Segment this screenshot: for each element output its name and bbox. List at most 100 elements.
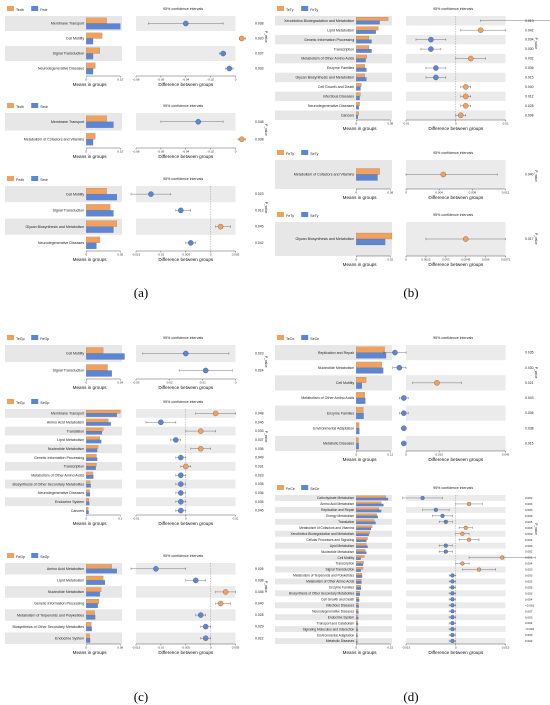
category-label: Cell Growth and Death <box>318 85 354 89</box>
category-label: Amino Acid Metabolism <box>320 502 354 506</box>
p-value: 0.003 <box>525 615 533 619</box>
category-label: Transport and Catabolism <box>317 621 355 625</box>
row-band-left <box>5 444 122 454</box>
bar-group2 <box>356 115 358 119</box>
p-value: 0.004 <box>525 597 533 601</box>
right-x-label: Difference between groups <box>158 154 214 159</box>
diff-point <box>450 633 455 638</box>
bar-group2 <box>86 492 91 497</box>
bar-group1 <box>356 83 362 87</box>
legend-label-2: Sedr <box>40 105 48 109</box>
left-x-label: Means in groups <box>73 385 108 390</box>
p-value: 0.003 <box>525 526 533 530</box>
legend-swatch-1 <box>277 6 284 11</box>
bar-group1 <box>356 519 375 522</box>
category-label: Genetic Information Processing <box>34 602 84 606</box>
right-tick-label: -0.01 <box>157 646 164 650</box>
p-value: 0.042 <box>525 28 534 32</box>
category-label: Enzyme Families <box>327 411 355 415</box>
diff-point <box>463 236 469 242</box>
bar-group1 <box>356 392 365 399</box>
p-value: 0.003 <box>525 568 533 572</box>
row-band-left <box>275 626 392 633</box>
left-x-label: Means in groups <box>73 521 108 526</box>
category-label: Metabolism of Other Amino Acids <box>306 580 354 584</box>
p-value-axis-label: P_value <box>534 38 538 50</box>
category-label: Enzyme Families <box>327 66 355 70</box>
legend-label-1: TeGp <box>16 401 25 405</box>
bar-group2 <box>356 443 359 450</box>
category-label: Signal Transduction <box>53 369 85 373</box>
diff-point <box>450 621 455 626</box>
right-x-label: Difference between groups <box>428 457 484 462</box>
bar-group1 <box>356 501 382 505</box>
p-value: 0.035 <box>255 500 264 504</box>
legend-swatch-1 <box>277 335 284 340</box>
legend-label-2: Sedr <box>40 178 48 182</box>
row-band-right <box>406 506 506 513</box>
bar-group1 <box>86 498 90 502</box>
diff-point <box>239 35 245 42</box>
diff-point <box>239 136 245 142</box>
bar-group2 <box>356 533 369 537</box>
row-band-right <box>406 518 506 525</box>
category-label: Membrane Transport <box>51 412 84 416</box>
category-label: Metabolism of Terpenoids and Polyketides <box>17 613 84 617</box>
bar-group2 <box>86 591 100 597</box>
p-value: 0.012 <box>525 94 534 98</box>
diff-point <box>178 499 184 505</box>
legend-label-2: FeTy <box>310 8 318 12</box>
bar-group2 <box>356 587 362 590</box>
bar-group2 <box>356 49 372 53</box>
category-label: Lipid Metabolism <box>330 544 355 548</box>
bar-group2 <box>86 501 90 506</box>
category-label: Metabolism of Cofactors and Vitamins <box>299 526 354 530</box>
p-value: 0.021 <box>525 381 534 385</box>
bar-group1 <box>356 573 362 576</box>
p-value: 0.024 <box>255 369 264 373</box>
right-x-label: Difference between groups <box>158 521 214 526</box>
category-label: Carbohydrate Metabolism <box>317 496 355 500</box>
ci-title: 95% confidence intervals <box>433 213 473 217</box>
bar-group2 <box>356 352 387 359</box>
bar-group1 <box>356 525 373 528</box>
row-band-left <box>275 72 392 83</box>
diff-point <box>450 597 455 602</box>
diff-point <box>463 84 469 90</box>
diff-point <box>476 567 482 572</box>
diff-point <box>178 207 184 214</box>
legend-label-1: TeCe <box>286 337 294 341</box>
category-label: Metabolic Diseases <box>326 639 355 643</box>
bar-group2 <box>356 397 366 404</box>
bar-group1 <box>356 549 366 552</box>
bar-group1 <box>86 364 108 371</box>
p-value: 0.026 <box>255 567 264 571</box>
row-band-left <box>275 435 392 451</box>
bar-group2 <box>356 605 359 608</box>
right-tick-label: 0.015 <box>502 646 510 650</box>
right-tick-label: 0 <box>185 517 187 521</box>
diff-point <box>148 191 154 197</box>
right-tick-label: 0.01 <box>233 517 239 521</box>
bar-group1 <box>356 232 393 240</box>
right-tick-label: -0.005 <box>182 253 191 257</box>
category-label: Neurodegenerative Diseases <box>38 491 85 495</box>
p-value: 0.030 <box>525 47 534 51</box>
row-band-right <box>136 609 236 621</box>
ci-title: 95% confidence intervals <box>163 336 203 340</box>
bar-group1 <box>356 54 367 59</box>
p-value: 0.005 <box>525 520 533 524</box>
row-band-left <box>275 518 392 525</box>
p-value-axis-label: P_value <box>534 170 538 182</box>
bar-group1 <box>86 633 90 639</box>
legend-label-1: TeGp <box>16 337 25 341</box>
right-tick-label: -0.04 <box>182 150 189 154</box>
row-band-left <box>275 375 392 391</box>
diff-point <box>396 364 403 371</box>
bar-group1 <box>356 608 359 612</box>
p-value: 0.004 <box>525 562 533 566</box>
row-band-left <box>5 609 122 621</box>
bar-group1 <box>86 480 91 485</box>
diff-point <box>467 55 474 62</box>
right-tick-label: 0.0045 <box>461 258 471 262</box>
